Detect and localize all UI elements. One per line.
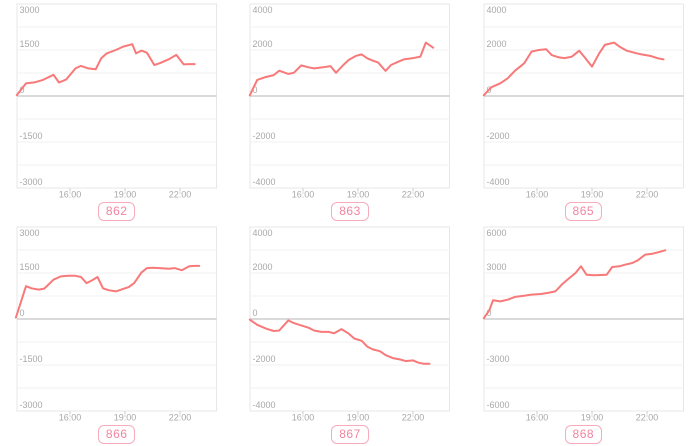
y-axis-label: -1500 [19, 354, 42, 364]
chart-cell-862: 16:00 19:00 22:00 3000 1500 0 -1500 -3000 862 [0, 0, 233, 223]
y-axis-label: -6000 [486, 400, 509, 410]
chart-badge-row: 865 [467, 200, 700, 223]
y-axis-label: -4000 [486, 177, 509, 187]
y-axis-label: -2000 [253, 354, 276, 364]
chart-badge-row: 867 [233, 423, 466, 446]
x-axis-label: 19:00 [580, 412, 602, 422]
x-axis-label: 22:00 [402, 412, 424, 422]
x-axis-label: 16:00 [59, 189, 81, 199]
x-axis-label: 22:00 [635, 189, 657, 199]
x-axis-label: 22:00 [169, 412, 191, 422]
series-line [15, 43, 196, 97]
x-axis-label: 19:00 [347, 189, 369, 199]
y-axis-label: 3000 [19, 5, 39, 15]
y-axis-label: 2000 [253, 39, 273, 49]
y-axis-label: -4000 [253, 400, 276, 410]
chart-badge-row: 866 [0, 423, 233, 446]
chart-cell-868: 16:00 19:00 22:00 6000 3000 0 -3000 -6000 868 [467, 223, 700, 446]
line-chart-866: 16:00 19:00 22:00 3000 1500 0 -1500 -3000 [14, 226, 217, 423]
x-axis-label: 19:00 [347, 412, 369, 422]
chart-id-badge-865[interactable]: 865 [564, 202, 603, 221]
y-axis-label: -2000 [253, 131, 276, 141]
chart-badge-row: 863 [233, 200, 466, 223]
x-axis-label: 19:00 [114, 412, 136, 422]
y-axis-label: 0 [486, 308, 491, 318]
x-axis-label: 22:00 [169, 189, 191, 199]
y-axis-label: 4000 [486, 5, 506, 15]
x-axis-label: 19:00 [114, 189, 136, 199]
x-axis-label: 22:00 [635, 412, 657, 422]
y-axis-label: -3000 [19, 400, 42, 410]
x-axis-label: 16:00 [525, 189, 547, 199]
chart-cell-867: 16:00 19:00 22:00 4000 2000 0 -2000 -4000 867 [233, 223, 466, 446]
chart-cell-865: 16:00 19:00 22:00 4000 2000 0 -2000 -4000 865 [467, 0, 700, 223]
chart-id-badge-862[interactable]: 862 [97, 202, 136, 221]
y-axis-label: 0 [19, 308, 24, 318]
chart-id-badge-866[interactable]: 866 [97, 425, 136, 444]
line-chart-863: 16:00 19:00 22:00 4000 2000 0 -2000 -4000 [249, 3, 451, 200]
series-line [482, 41, 665, 97]
x-axis-label: 16:00 [525, 412, 547, 422]
y-axis-label: -1500 [19, 131, 42, 141]
y-axis-label: -2000 [486, 131, 509, 141]
chart-id-badge-863[interactable]: 863 [331, 202, 369, 221]
series-line [14, 264, 201, 319]
series-line [249, 318, 431, 365]
y-axis-label: -3000 [19, 177, 42, 187]
line-chart-868: 16:00 19:00 22:00 6000 3000 0 -3000 -6000 [482, 226, 684, 423]
x-axis-label: 16:00 [292, 412, 314, 422]
y-axis-label: 2000 [253, 262, 273, 272]
chart-id-badge-868[interactable]: 868 [564, 425, 603, 444]
x-axis-label: 16:00 [292, 189, 314, 199]
chart-cell-866: 16:00 19:00 22:00 3000 1500 0 -1500 -3000 866 [0, 223, 233, 446]
x-axis-label: 16:00 [59, 412, 81, 422]
y-axis-label: 3000 [486, 262, 506, 272]
chart-badge-row: 862 [0, 200, 233, 223]
y-axis-label: 6000 [486, 228, 506, 238]
y-axis-label: 3000 [19, 228, 39, 238]
chart-badge-row: 868 [467, 423, 700, 446]
series-line [249, 41, 435, 97]
line-chart-867: 16:00 19:00 22:00 4000 2000 0 -2000 -4000 [249, 226, 451, 423]
y-axis-label: 0 [253, 85, 258, 95]
x-axis-label: 19:00 [580, 189, 602, 199]
chart-id-badge-867[interactable]: 867 [331, 425, 369, 444]
y-axis-label: 1500 [19, 262, 39, 272]
y-axis-label: 0 [253, 308, 258, 318]
y-axis-label: 4000 [253, 228, 273, 238]
y-axis-label: -4000 [253, 177, 276, 187]
chart-cell-863: 16:00 19:00 22:00 4000 2000 0 -2000 -4000 863 [233, 0, 466, 223]
y-axis-label: 2000 [486, 39, 506, 49]
x-axis-label: 22:00 [402, 189, 424, 199]
y-axis-label: 4000 [253, 5, 273, 15]
y-axis-label: 1500 [19, 39, 39, 49]
series-line [482, 249, 666, 320]
y-axis-label: -3000 [486, 354, 509, 364]
